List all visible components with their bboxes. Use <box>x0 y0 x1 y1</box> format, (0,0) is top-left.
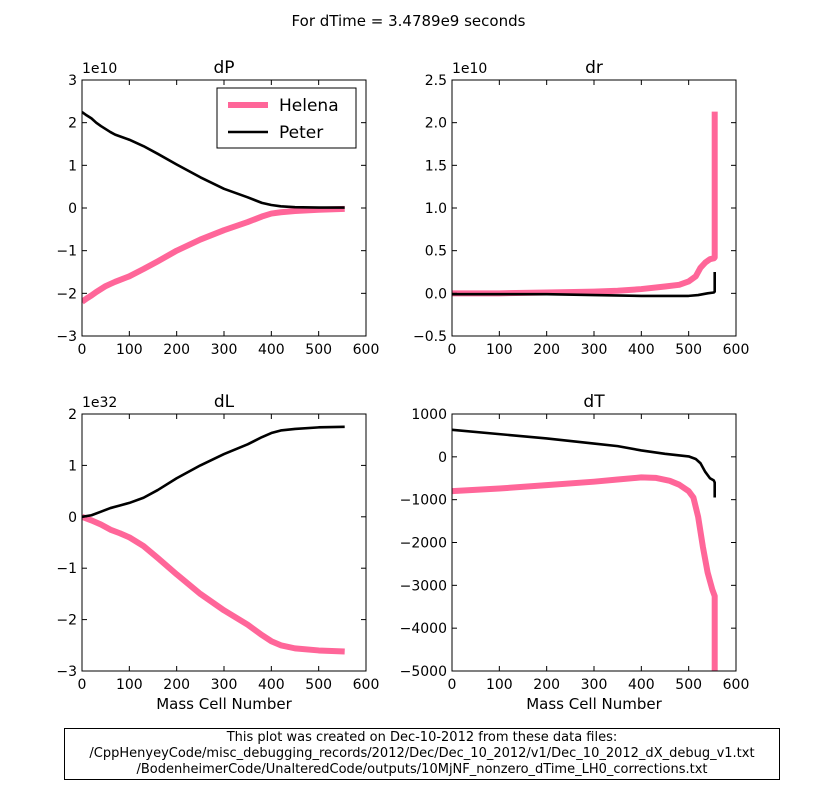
legend-frame <box>216 87 357 149</box>
y-tick-label-dt: −5000 <box>400 664 447 680</box>
caption-line-2: /CppHenyeyCode/misc_debugging_records/20… <box>89 746 755 761</box>
panel-dt: 0 100 200 300 400 500 600 −5000 −4000 −3000 −2000 −… <box>400 392 750 713</box>
x-tick-label-dr: 600 <box>723 342 750 358</box>
x-tick-label-dl: 600 <box>353 677 380 693</box>
x-tick-label-dr: 500 <box>675 342 702 358</box>
axes-frame-dl <box>81 413 367 672</box>
legend-label-helena: Helena <box>279 96 339 116</box>
x-tick-label-dl: 100 <box>116 677 143 693</box>
offset-text-dr: 1e10 <box>452 61 487 77</box>
x-tick-label-dp: 600 <box>353 342 380 358</box>
x-tick-label-dt: 300 <box>581 677 608 693</box>
x-tick-label-dt: 100 <box>486 677 513 693</box>
series-line-dr-peter <box>452 272 717 298</box>
y-tick-label-dl: −3 <box>56 664 77 680</box>
y-tick-label-dp: −3 <box>56 329 77 345</box>
series-line-dt-helena <box>452 474 718 671</box>
x-tick-label-dt: 400 <box>628 677 655 693</box>
series-group-dr <box>452 111 718 298</box>
x-tick-label-dr: 100 <box>486 342 513 358</box>
axes-frame-dt <box>451 413 737 672</box>
legend-label-peter: Peter <box>279 123 323 143</box>
x-tick-label-dp: 200 <box>163 342 190 358</box>
y-tick-label-dr: 0.5 <box>425 244 447 260</box>
data-source-caption: This plot was created on Dec-10-2012 fro… <box>64 728 780 780</box>
panel-title-dl: dL <box>214 392 235 412</box>
y-tick-label-dt: −1000 <box>400 493 447 509</box>
x-tick-label-dr: 200 <box>533 342 560 358</box>
y-tick-label-dl: 2 <box>68 407 77 423</box>
x-tick-label-dt: 500 <box>675 677 702 693</box>
y-tick-label-dl: −1 <box>56 561 77 577</box>
series-group-dl <box>82 425 345 655</box>
x-tick-label-dr: 400 <box>628 342 655 358</box>
y-tick-label-dl: 0 <box>68 510 77 526</box>
y-tick-label-dr: 0.0 <box>425 286 447 302</box>
x-tick-label-dt: 200 <box>533 677 560 693</box>
series-line-dl-peter <box>82 425 345 519</box>
y-tick-label-dr: 1.5 <box>425 158 447 174</box>
x-tick-label-dr: 0 <box>448 342 457 358</box>
x-tick-label-dp: 400 <box>258 342 285 358</box>
series-line-dl-helena <box>82 513 345 655</box>
offset-text-dl: 1e32 <box>82 395 117 411</box>
y-tick-label-dr: −0.5 <box>413 329 447 345</box>
series-line-dt-peter <box>452 428 717 498</box>
x-tick-label-dt: 0 <box>448 677 457 693</box>
y-tick-label-dt: −4000 <box>400 621 447 637</box>
x-tick-label-dp: 0 <box>78 342 87 358</box>
y-tick-label-dp: −2 <box>56 286 77 302</box>
caption-line-3: /BodenheimerCode/UnalteredCode/outputs/1… <box>136 762 708 777</box>
x-tick-label-dp: 300 <box>211 342 238 358</box>
y-tick-label-dt: 1000 <box>411 407 447 423</box>
x-axis-label-dl: Mass Cell Number <box>156 695 292 713</box>
figure-title: For dTime = 3.4789e9 seconds <box>292 12 526 30</box>
series-group-dt <box>452 428 718 671</box>
x-tick-label-dp: 100 <box>116 342 143 358</box>
y-tick-label-dr: 2.5 <box>425 73 447 89</box>
series-group-dp <box>82 110 345 305</box>
x-tick-label-dl: 300 <box>211 677 238 693</box>
y-tick-label-dp: 2 <box>68 116 77 132</box>
y-tick-label-dt: 0 <box>438 450 447 466</box>
axes-frame-dr <box>451 79 737 337</box>
y-tick-label-dp: −1 <box>56 244 77 260</box>
series-line-dp-helena <box>82 205 345 305</box>
y-tick-label-dr: 1.0 <box>425 201 447 217</box>
panel-title-dr: dr <box>585 58 603 78</box>
y-tick-label-dl: −2 <box>56 613 77 629</box>
panel-title-dt: dT <box>583 392 605 412</box>
y-tick-label-dl: 1 <box>68 458 77 474</box>
panel-dl: 0 100 200 300 400 500 600 −3 −2 −1 0 1 2 dL 1e32 Mass C… <box>56 392 379 713</box>
y-tick-label-dt: −2000 <box>400 536 447 552</box>
x-tick-label-dp: 500 <box>305 342 332 358</box>
legend: Helena Peter <box>216 87 357 149</box>
y-tick-label-dr: 2.0 <box>425 116 447 132</box>
x-tick-label-dr: 300 <box>581 342 608 358</box>
panel-title-dp: dP <box>213 58 234 78</box>
x-tick-label-dl: 0 <box>78 677 87 693</box>
x-tick-label-dt: 600 <box>723 677 750 693</box>
panel-dp: 0 100 200 300 400 500 600 −3 −2 −1 0 1 2 3 dP 1e10 <box>56 58 379 358</box>
x-tick-label-dl: 400 <box>258 677 285 693</box>
x-tick-label-dl: 200 <box>163 677 190 693</box>
panel-dr: 0 100 200 300 400 500 600 −0.5 0.0 0.5 1.0 1.5 2.0 2.… <box>413 58 749 358</box>
series-line-dr-helena <box>452 111 718 297</box>
x-axis-label-dt: Mass Cell Number <box>526 695 662 713</box>
offset-text-dp: 1e10 <box>82 61 117 77</box>
y-tick-label-dp: 1 <box>68 158 77 174</box>
caption-line-1: This plot was created on Dec-10-2012 fro… <box>226 730 618 745</box>
y-tick-label-dp: 0 <box>68 201 77 217</box>
y-tick-label-dp: 3 <box>68 73 77 89</box>
y-tick-label-dt: −3000 <box>400 578 447 594</box>
x-tick-label-dl: 500 <box>305 677 332 693</box>
series-line-dp-peter <box>82 110 345 209</box>
